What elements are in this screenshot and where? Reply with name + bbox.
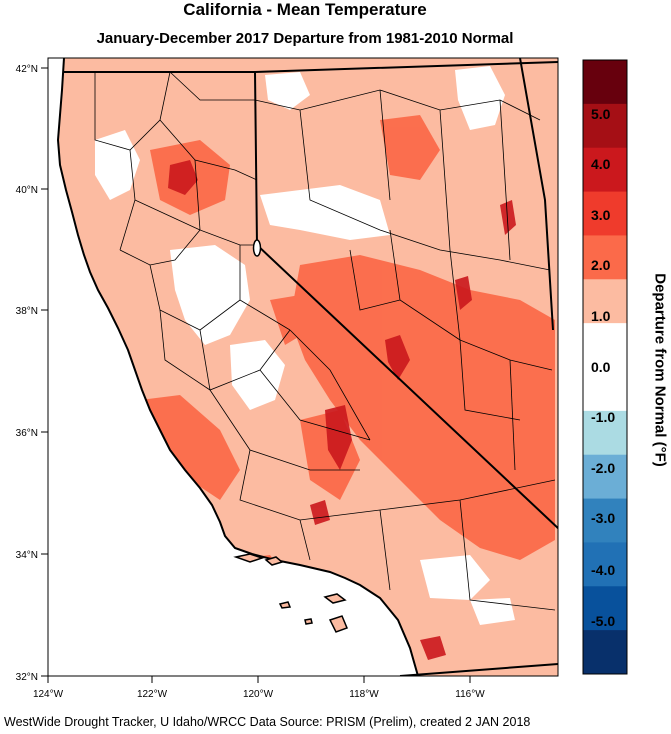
colorbar-label: -3.0 [591,510,616,526]
colorbar-segment [583,60,627,105]
lon-tick-label: 122°W [137,689,168,700]
colorbar-label: -2.0 [591,460,616,476]
colorbar-label: -5.0 [591,613,616,629]
lon-tick-label: 118°W [349,689,379,700]
lat-tick-label: 32°N [16,672,38,683]
colorbar-label: -1.0 [591,409,616,425]
california-coastline [56,58,419,676]
lon-tick-label: 116°W [455,689,485,700]
colorbar-segment [583,103,627,149]
colorbar-label: 2.0 [591,257,611,273]
colorbar [582,59,628,675]
colorbar-segment [583,323,627,368]
colorbar-segment [583,630,627,675]
colorbar-label: 4.0 [591,156,611,172]
colorbar-segment [583,147,627,193]
latitude-axis [41,67,48,677]
colorbar-label: 1.0 [591,308,611,324]
county-boundaries [94,71,556,611]
colorbar-label: -4.0 [591,562,616,578]
lat-tick-label: 38°N [16,306,38,317]
colorbar-segment [583,410,627,456]
channel-islands [233,553,348,633]
colorbar-segment [583,454,627,500]
colorbar-segment [583,367,627,412]
lat-tick-label: 42°N [16,64,38,75]
map-subtitle: January-December 2017 Departure from 198… [96,30,514,47]
colorbar-segment [583,279,627,324]
lon-tick-label: 124°W [33,689,64,700]
colorbar-segment [583,586,627,631]
lat-tick-label: 34°N [16,550,38,561]
colorbar-segment [583,191,627,236]
colorbar-label: 0.0 [591,359,611,375]
longitude-axis [47,676,471,683]
land-area [58,58,558,676]
lat-tick-label: 36°N [16,428,38,439]
colorbar-segment [583,498,627,543]
map-title: California - Mean Temperature [183,0,427,19]
map-frame [47,57,559,677]
colorbar-segment [583,235,627,280]
near-normal-patches [95,66,515,625]
colorbar-label: 5.0 [591,106,611,122]
colorbar-label: 3.0 [591,207,611,223]
pacific-ocean [48,58,418,676]
hot-anomaly-spots [168,160,516,660]
colorbar-title: Departure from Normal (°F) [651,273,669,467]
lake-tahoe [252,239,262,257]
colorbar-outline [582,59,628,675]
lon-tick-label: 120°W [243,689,274,700]
data-source-footer: WestWide Drought Tracker, U Idaho/WRCC D… [4,715,531,729]
colorbar-segment [583,542,627,587]
lat-tick-label: 40°N [16,185,38,196]
